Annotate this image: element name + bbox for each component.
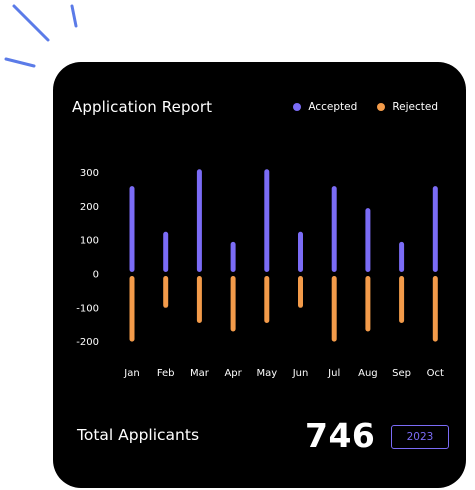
x-tick-label-apr: Apr bbox=[224, 368, 242, 379]
legend-dot-accepted bbox=[293, 103, 302, 111]
bar-rejected-apr bbox=[230, 276, 236, 332]
x-tick-label-mar: Mar bbox=[190, 368, 210, 379]
sparkle-lines-icon bbox=[4, 4, 78, 68]
bar-rejected-mar bbox=[196, 276, 202, 324]
x-tick-label-jan: Jan bbox=[123, 368, 139, 379]
y-tick-label: -200 bbox=[76, 337, 99, 348]
application-bar-chart: 300 200 100 0 -100 -200 Jan Feb Mar Apr May Jun Jul A… bbox=[76, 168, 444, 379]
x-tick-label-jul: Jul bbox=[327, 368, 340, 379]
x-tick-label-jun: Jun bbox=[292, 368, 309, 379]
bar-accepted-jul bbox=[331, 186, 337, 272]
y-tick-label: -100 bbox=[76, 303, 99, 314]
application-report-card: 300 200 100 0 -100 -200 Jan Feb Mar Apr May Jun Jul A… bbox=[53, 62, 466, 488]
bar-accepted-mar bbox=[196, 169, 202, 272]
bar-accepted-apr bbox=[230, 241, 236, 272]
total-applicants-label: Total Applicants bbox=[77, 426, 200, 444]
y-tick-label: 0 bbox=[93, 270, 99, 281]
bar-rejected-sep bbox=[399, 276, 405, 324]
bar-accepted-oct bbox=[432, 186, 438, 272]
bar-accepted-sep bbox=[399, 241, 405, 272]
x-tick-label-may: May bbox=[256, 368, 277, 379]
bar-accepted-may bbox=[264, 169, 270, 272]
y-tick-label: 200 bbox=[80, 202, 99, 213]
x-tick-label-oct: Oct bbox=[427, 368, 444, 379]
total-applicants-value: 746 bbox=[305, 416, 376, 455]
x-tick-label-aug: Aug bbox=[358, 368, 378, 379]
legend-item-rejected: Rejected bbox=[377, 101, 438, 113]
legend-dot-rejected bbox=[377, 103, 386, 111]
bar-rejected-may bbox=[264, 276, 270, 324]
year-select-button[interactable]: 2023 bbox=[391, 425, 449, 449]
bar-accepted-feb bbox=[163, 231, 169, 272]
bar-rejected-jan bbox=[129, 276, 135, 342]
chart-title: Application Report bbox=[72, 98, 213, 116]
x-tick-label-sep: Sep bbox=[392, 368, 411, 379]
bar-accepted-aug bbox=[365, 208, 371, 272]
bar-rejected-jun bbox=[298, 276, 303, 308]
chart-legend: Accepted Rejected bbox=[293, 101, 438, 113]
legend-label-accepted: Accepted bbox=[308, 101, 358, 113]
y-tick-label: 300 bbox=[80, 168, 99, 179]
y-tick-label: 100 bbox=[80, 236, 99, 247]
legend-label-rejected: Rejected bbox=[392, 101, 438, 113]
x-tick-label-feb: Feb bbox=[157, 368, 175, 379]
bar-rejected-feb bbox=[163, 276, 169, 308]
bar-rejected-jul bbox=[331, 276, 337, 342]
legend-item-accepted: Accepted bbox=[293, 101, 357, 113]
bar-rejected-aug bbox=[365, 276, 371, 332]
bar-rejected-oct bbox=[432, 276, 438, 342]
bar-accepted-jan bbox=[129, 186, 135, 272]
bar-accepted-jun bbox=[298, 231, 303, 272]
